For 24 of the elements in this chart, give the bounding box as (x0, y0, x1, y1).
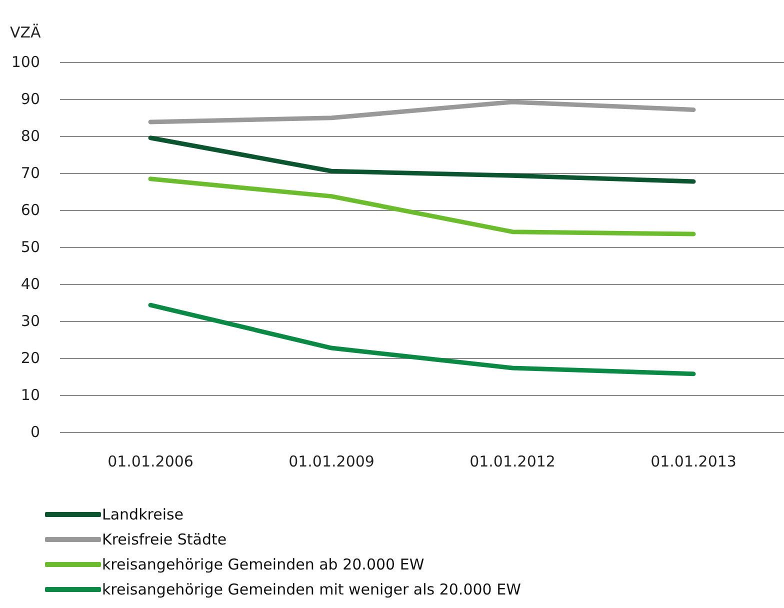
x-tick-label: 01.01.2013 (650, 452, 736, 470)
legend-label: Kreisfreie Städte (102, 530, 227, 548)
x-tick-label: 01.01.2006 (108, 452, 194, 470)
y-tick-label: 90 (20, 90, 40, 108)
y-tick-label: 50 (20, 238, 40, 256)
line-series (148, 302, 696, 376)
line-series (148, 176, 696, 236)
y-tick-label: 10 (20, 386, 40, 404)
legend-label: kreisangehörige Gemeinden mit weniger als 20.000 EW (102, 580, 522, 598)
y-tick-label: 70 (20, 164, 40, 182)
line-series (148, 100, 696, 124)
x-tick-label: 01.01.2009 (288, 452, 374, 470)
y-tick-label: 80 (20, 127, 40, 145)
x-tick-label: 01.01.2012 (470, 452, 556, 470)
legend-label: kreisangehörige Gemeinden ab 20.000 EW (102, 556, 424, 574)
y-tick-label: 60 (20, 201, 40, 219)
y-tick-label: 40 (20, 275, 40, 293)
legend-label: Landkreise (102, 506, 184, 524)
y-tick-label: 20 (20, 349, 40, 367)
y-axis-title: VZÄ (10, 24, 42, 42)
y-tick-label: 100 (11, 53, 40, 71)
y-tick-label: 0 (30, 423, 40, 441)
y-tick-label: 30 (20, 312, 40, 330)
line-series (148, 136, 696, 184)
